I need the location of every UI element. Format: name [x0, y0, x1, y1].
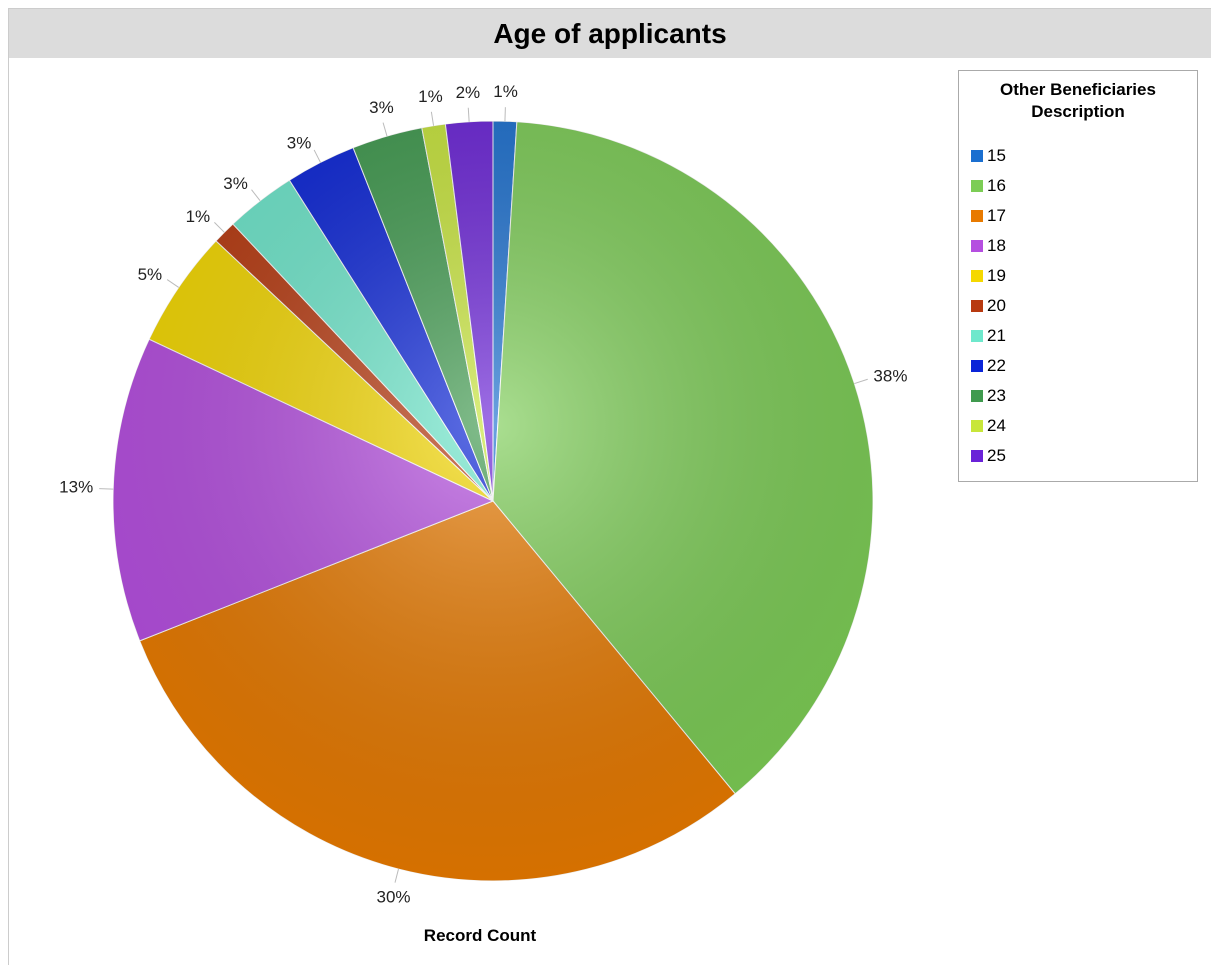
data-label-value: 2: [456, 83, 465, 102]
legend-item: 24: [971, 416, 1006, 436]
data-label: 2%: [456, 83, 481, 102]
legend-label: 22: [987, 356, 1006, 375]
legend-swatch: [971, 150, 983, 162]
data-label: 13%: [59, 478, 93, 497]
legend-label: 17: [987, 206, 1006, 225]
legend-label: 24: [987, 416, 1006, 435]
leader-line: [382, 122, 388, 137]
data-label-value: 1: [493, 83, 502, 102]
data-label-unit: %: [296, 134, 311, 153]
data-label-unit: %: [503, 83, 518, 102]
data-label-unit: %: [147, 266, 162, 285]
legend-item: 23: [971, 386, 1006, 406]
leader-line: [854, 378, 868, 385]
legend-title: Other Beneficiaries Description: [1000, 80, 1156, 121]
legend-item: 19: [971, 266, 1006, 286]
legend-label: 21: [987, 326, 1006, 345]
data-label-value: 3: [369, 98, 378, 117]
data-label-value: 30: [377, 888, 396, 907]
leader-line: [214, 222, 225, 233]
legend-swatch: [971, 180, 983, 192]
legend-swatch: [971, 360, 983, 372]
legend-item: 22: [971, 356, 1006, 376]
legend-item: 21: [971, 326, 1006, 346]
legend-item: 25: [971, 446, 1006, 466]
legend-swatch: [971, 240, 983, 252]
chart-frame: [8, 8, 1211, 965]
legend-item: 20: [971, 296, 1006, 316]
legend-label: 25: [987, 446, 1006, 465]
leader-line: [467, 107, 470, 122]
legend-item: 18: [971, 236, 1006, 256]
legend-item: 17: [971, 206, 1006, 226]
data-label-unit: %: [379, 98, 394, 117]
data-label-unit: %: [395, 888, 410, 907]
legend-swatch: [971, 450, 983, 462]
legend-label: 20: [987, 296, 1006, 315]
legend-swatch: [971, 330, 983, 342]
legend-swatch: [971, 300, 983, 312]
legend-swatch: [971, 390, 983, 402]
data-label: 3%: [287, 134, 312, 153]
data-label: 3%: [369, 98, 394, 117]
legend-label: 19: [987, 266, 1006, 285]
leader-line: [430, 111, 435, 126]
legend-label: 18: [987, 236, 1006, 255]
title-bar: [9, 9, 1211, 58]
data-label-unit: %: [465, 83, 480, 102]
legend-label: 15: [987, 146, 1006, 165]
data-label: 1%: [418, 87, 443, 106]
legend-swatch: [971, 270, 983, 282]
data-label-unit: %: [233, 174, 248, 193]
data-label-value: 13: [59, 478, 78, 497]
data-label-unit: %: [195, 208, 210, 227]
data-label-value: 5: [138, 266, 147, 285]
leader-line: [166, 279, 179, 288]
data-label: 3%: [223, 174, 248, 193]
data-label-value: 3: [287, 134, 296, 153]
legend-swatch: [971, 210, 983, 222]
legend: Other Beneficiaries Description 15 16 17 18…: [958, 70, 1198, 482]
data-label-value: 1: [186, 208, 195, 227]
leader-line: [251, 189, 261, 202]
leader-line: [313, 149, 321, 163]
leader-line: [394, 868, 399, 883]
x-axis-label: Record Count: [423, 926, 537, 945]
legend-item: 16: [971, 176, 1006, 196]
chart-title: Age of applicants: [493, 18, 727, 49]
data-label: 1%: [186, 208, 211, 227]
legend-label: 23: [987, 386, 1006, 405]
data-label-unit: %: [78, 478, 93, 497]
data-label-unit: %: [428, 87, 443, 106]
data-label: 1%: [493, 83, 518, 102]
data-label-value: 1: [418, 87, 427, 106]
data-label: 38%: [873, 367, 907, 386]
legend-label: 16: [987, 176, 1006, 195]
legend-swatch: [971, 420, 983, 432]
data-label: 5%: [138, 266, 163, 285]
data-label-value: 38: [873, 367, 892, 386]
data-label: 30%: [377, 888, 411, 907]
legend-item: 15: [971, 146, 1006, 166]
data-label-value: 3: [223, 174, 232, 193]
data-label-unit: %: [892, 367, 907, 386]
